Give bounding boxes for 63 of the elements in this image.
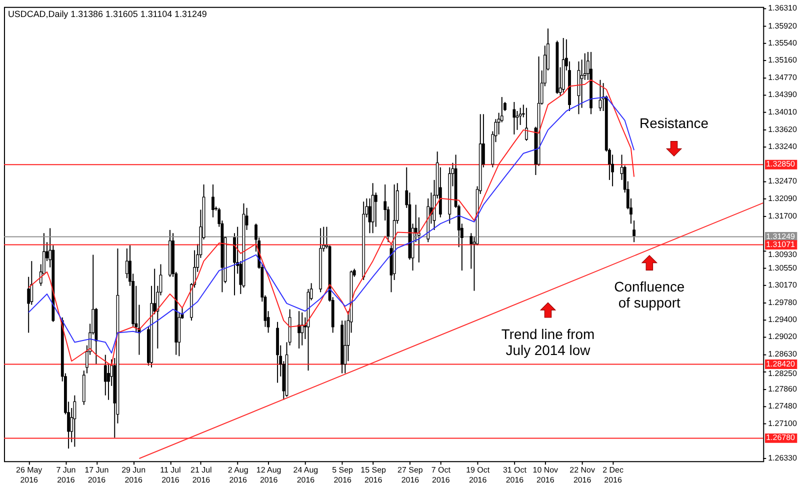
chart-title: USDCAD,Daily 1.31386 1.31605 1.31104 1.31249 xyxy=(8,8,207,19)
x-tick-label: 21 Jul 2016 xyxy=(190,466,212,485)
y-tick-label: 1.34770 xyxy=(768,73,798,82)
candlestick xyxy=(512,101,516,135)
y-tick-label: 1.27100 xyxy=(768,418,798,428)
x-tick-label: 12 Aug 2016 xyxy=(256,466,282,485)
x-tick-label: 7 Jun 2016 xyxy=(56,466,76,485)
candlestick xyxy=(516,110,519,130)
candlestick xyxy=(525,107,528,142)
x-tick-label: 11 Jul 2016 xyxy=(160,466,182,485)
y-tick-label: 1.34390 xyxy=(768,90,798,100)
x-tick-label: 19 Oct 2016 xyxy=(466,466,490,485)
y-tick-label: 1.28250 xyxy=(768,369,798,378)
x-tick-label: 2 Aug 2016 xyxy=(228,466,248,485)
y-tick-label: 1.36310 xyxy=(768,4,798,13)
y-tick-label: 1.35160 xyxy=(768,56,798,65)
x-tick-label: 24 Aug 2016 xyxy=(293,466,318,485)
candlestick xyxy=(104,354,107,396)
ref-line-label: 1.31071 xyxy=(766,240,796,249)
y-tick-label: 1.29400 xyxy=(768,315,798,324)
candlestick xyxy=(374,192,378,228)
y-tick-label: 1.35540 xyxy=(768,38,798,48)
candlestick xyxy=(300,312,304,346)
y-tick-label: 1.29020 xyxy=(768,332,798,342)
y-tick-label: 1.26330 xyxy=(768,453,798,462)
x-tick-label: 10 Nov 2016 xyxy=(532,466,558,485)
y-tick-label: 1.34010 xyxy=(768,107,798,116)
y-tick-label: 1.27480 xyxy=(768,402,798,411)
y-tick-label: 1.35920 xyxy=(768,21,798,30)
y-tick-label: 1.29780 xyxy=(768,298,798,307)
ref-line-label: 1.32850 xyxy=(766,160,796,169)
x-tick-label: 2 Dec 2016 xyxy=(602,466,624,485)
annotation: Resistance xyxy=(640,114,709,131)
x-tick-label: 17 Jun 2016 xyxy=(84,466,109,485)
y-tick-label: 1.27860 xyxy=(768,384,798,394)
x-tick-label: 22 Nov 2016 xyxy=(570,466,595,485)
x-tick-label: 15 Sep 2016 xyxy=(360,466,386,485)
y-tick-label: 1.32470 xyxy=(768,176,798,186)
ref-line-label: 1.26780 xyxy=(766,433,796,442)
y-tick-label: 1.33620 xyxy=(768,124,798,134)
annotation: Trend line from July 2014 low xyxy=(501,326,595,358)
ref-line-label: 1.28420 xyxy=(766,359,796,368)
y-tick-label: 1.31700 xyxy=(768,211,798,220)
candlestick xyxy=(212,184,214,218)
x-tick-label: 7 Oct 2016 xyxy=(431,466,452,485)
y-tick-label: 1.30170 xyxy=(768,280,798,290)
x-tick-label: 27 Sep 2016 xyxy=(398,466,424,485)
y-tick-label: 1.28630 xyxy=(768,349,798,358)
candlestick xyxy=(298,310,300,350)
x-tick-label: 31 Oct 2016 xyxy=(502,466,528,485)
candlestick xyxy=(107,364,110,400)
annotation: Confluence of support xyxy=(614,278,685,311)
y-tick-label: 1.30550 xyxy=(768,263,798,272)
candlestick xyxy=(73,394,76,448)
candlestick xyxy=(125,248,128,279)
y-tick-label: 1.30930 xyxy=(768,250,798,259)
y-tick-label: 1.32090 xyxy=(768,194,798,203)
x-tick-label: 29 Jun 2016 xyxy=(122,466,146,485)
candlestick xyxy=(632,220,636,243)
y-tick-label: 1.33240 xyxy=(768,142,798,152)
ref-line-label: 1.31249 xyxy=(766,232,796,241)
x-tick-label: 5 Sep 2016 xyxy=(332,466,354,485)
x-tick-label: 26 May 2016 xyxy=(16,466,42,485)
